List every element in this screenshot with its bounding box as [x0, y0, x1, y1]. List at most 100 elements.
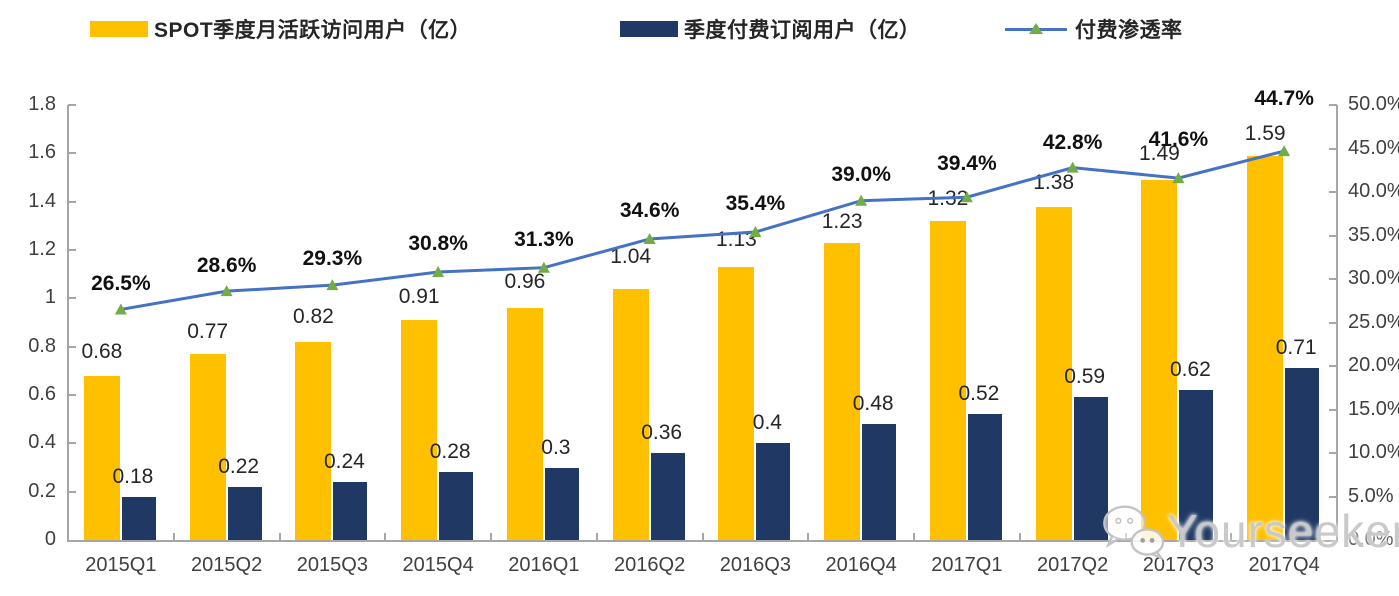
- penetration-value-label: 42.8%: [1042, 130, 1103, 154]
- y-axis-left-tick-label: 1.4: [28, 189, 56, 212]
- y-axis-left-tick: [68, 442, 76, 445]
- legend-label-subscribers: 季度付费订阅用户（亿）: [684, 19, 921, 42]
- mau-bar-value-label: 0.68: [81, 339, 123, 363]
- y-axis-right-tick-label: 20.0%: [1348, 354, 1399, 376]
- mau-bar: [401, 320, 438, 540]
- x-axis-tick-label: 2017Q2: [1037, 554, 1109, 576]
- y-axis-left-tick: [68, 490, 76, 493]
- x-axis-tick-label: 2016Q3: [719, 554, 791, 576]
- subscriber-bar-value-label: 0.36: [641, 421, 683, 444]
- y-axis-left-tick-label: 0.4: [28, 431, 56, 454]
- wechat-icon: [1103, 505, 1165, 561]
- subscriber-bar-swatch-icon: [620, 21, 678, 37]
- x-axis-tick: [384, 533, 387, 540]
- chart-legend: SPOT季度月活跃访问用户（亿） 季度付费订阅用户（亿） 付费渗透率: [0, 14, 1399, 48]
- y-axis-left-line: [67, 105, 69, 540]
- mau-bar: [189, 353, 226, 540]
- mau-bar-value-label: 0.96: [504, 270, 546, 293]
- penetration-marker-icon: [432, 266, 445, 278]
- y-axis-right-tick: [1329, 321, 1337, 324]
- subscriber-bar-value-label: 0.52: [958, 382, 1000, 406]
- y-axis-right-tick-label: 40.0%: [1348, 180, 1399, 202]
- mau-bar-swatch-icon: [90, 21, 148, 37]
- mau-bar: [929, 221, 966, 540]
- x-axis-tick: [701, 533, 704, 540]
- x-axis-tick: [595, 533, 598, 540]
- watermark-text: Yourseeker: [1166, 505, 1399, 557]
- penetration-value-label: 41.6%: [1148, 128, 1209, 152]
- y-axis-left-tick: [68, 394, 76, 396]
- penetration-marker-icon: [220, 285, 233, 297]
- y-axis-right-tick-label: 45.0%: [1348, 136, 1399, 159]
- mau-bar: [718, 266, 755, 540]
- subscriber-bar: [1073, 397, 1108, 540]
- x-axis-tick: [278, 533, 281, 540]
- y-axis-left-tick-label: 1.6: [28, 141, 56, 164]
- y-axis-right-tick-label: 35.0%: [1348, 223, 1399, 246]
- penetration-value-label: 28.6%: [196, 254, 257, 278]
- x-axis-tick-label: 2015Q4: [402, 554, 474, 576]
- penetration-value-label: 31.3%: [514, 227, 574, 251]
- x-axis-tick: [490, 533, 492, 540]
- subscriber-bar: [650, 453, 685, 540]
- x-axis-tick: [172, 533, 175, 540]
- mau-bar: [83, 375, 120, 540]
- penetration-marker-icon: [643, 232, 656, 244]
- y-axis-left-tick-label: 0: [44, 528, 56, 550]
- x-axis-tick: [807, 533, 810, 540]
- penetration-value-label: 29.3%: [302, 247, 363, 271]
- subscriber-bar-value-label: 0.24: [323, 450, 365, 473]
- y-axis-left-tick-label: 0.6: [28, 383, 56, 405]
- legend-item-mau: SPOT季度月活跃访问用户（亿）: [90, 14, 471, 44]
- mau-bar-value-label: 0.77: [187, 319, 229, 343]
- mau-bar-value-label: 1.59: [1244, 121, 1286, 145]
- y-axis-right-tick-label: 10.0%: [1348, 441, 1399, 463]
- subscriber-bar-value-label: 0.3: [541, 435, 571, 459]
- x-axis-tick-label: 2016Q2: [614, 554, 686, 576]
- x-axis-line: [67, 540, 1338, 542]
- subscriber-bar-value-label: 0.22: [218, 454, 260, 478]
- subscriber-bar: [967, 414, 1002, 540]
- watermark: Yourseeker: [1098, 488, 1399, 574]
- y-axis-right-tick: [1329, 191, 1337, 193]
- y-axis-right-tick: [1329, 234, 1337, 237]
- penetration-marker-icon: [326, 279, 339, 291]
- subscriber-bar: [756, 443, 791, 540]
- y-axis-right-tick: [1329, 278, 1337, 280]
- x-axis-tick-label: 2017Q1: [931, 554, 1003, 576]
- subscriber-bar-value-label: 0.62: [1169, 358, 1211, 382]
- y-axis-right-tick: [1329, 408, 1337, 411]
- y-axis-left-tick-label: 0.8: [28, 334, 56, 357]
- y-axis-left-tick-label: 0.2: [28, 479, 56, 502]
- subscriber-bar: [1285, 368, 1320, 540]
- mau-bar-value-label: 1.32: [927, 187, 969, 210]
- legend-item-penetration: 付费渗透率: [1005, 14, 1183, 44]
- y-axis-left-tick: [68, 345, 76, 348]
- mau-bar-value-label: 0.91: [398, 285, 440, 309]
- x-axis-tick-label: 2017Q4: [1248, 554, 1320, 576]
- y-axis-right-tick: [1329, 104, 1337, 106]
- subscriber-bar-value-label: 0.59: [1064, 365, 1106, 389]
- y-axis-left-tick-label: 1.2: [28, 238, 56, 260]
- y-axis-right-tick: [1329, 365, 1337, 367]
- x-axis-tick-label: 2015Q2: [191, 554, 263, 576]
- legend-label-mau: SPOT季度月活跃访问用户（亿）: [154, 19, 472, 42]
- subscriber-bar: [227, 486, 262, 540]
- y-axis-right-tick: [1329, 495, 1337, 498]
- subscriber-bar: [544, 467, 579, 540]
- subscriber-bar: [333, 482, 368, 540]
- mau-bar: [295, 341, 332, 540]
- mau-bar-value-label: 1.13: [715, 227, 757, 251]
- subscriber-bar: [1179, 390, 1214, 540]
- subscriber-bar-value-label: 0.18: [112, 464, 154, 488]
- y-axis-right-tick: [1329, 452, 1337, 454]
- penetration-value-label: 44.7%: [1254, 87, 1314, 111]
- mau-bar-value-label: 1.04: [610, 244, 652, 268]
- x-axis-tick-label: 2015Q1: [85, 554, 157, 576]
- subscriber-bar: [439, 472, 474, 540]
- y-axis-right-tick-label: 25.0%: [1348, 310, 1399, 333]
- x-axis-tick: [1230, 533, 1233, 540]
- legend-item-subscribers: 季度付费订阅用户（亿）: [620, 14, 921, 44]
- penetration-marker-icon: [1278, 145, 1291, 157]
- x-axis-tick-label: 2016Q1: [508, 554, 580, 576]
